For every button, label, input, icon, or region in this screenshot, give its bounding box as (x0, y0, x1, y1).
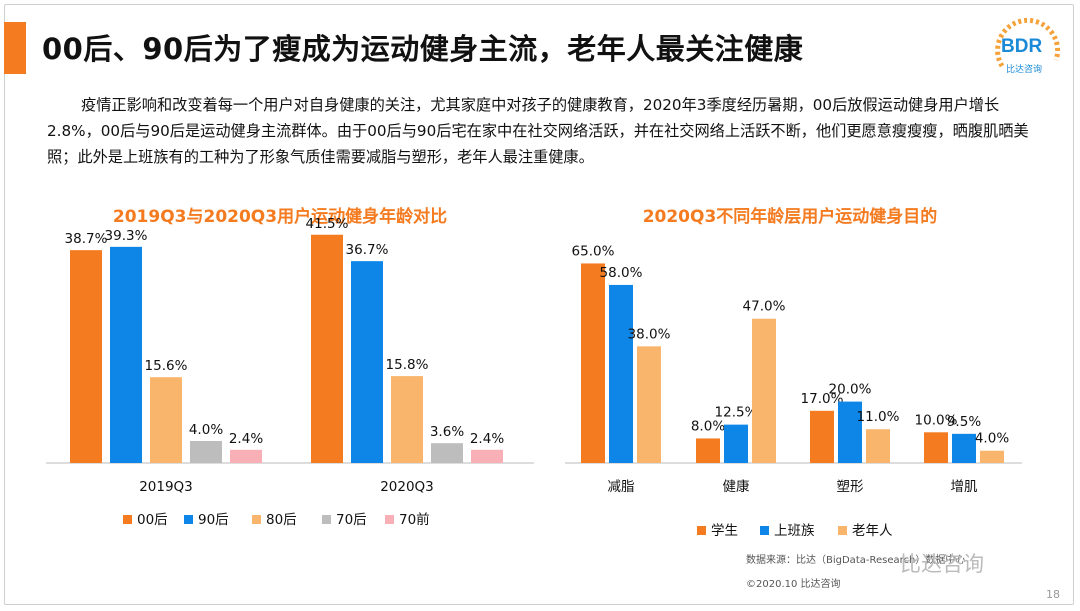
chart1-legend-swatch-70后 (322, 515, 331, 524)
chart1-label-00后-2019Q3: 38.7% (65, 231, 108, 247)
chart1-label-70后-2020Q3: 3.6% (430, 424, 464, 440)
chart2-bar-上班族-健康 (724, 424, 748, 463)
chart2-label-老年人-健康: 47.0% (743, 299, 786, 315)
chart2-label-上班族-减脂: 58.0% (600, 265, 643, 281)
chart1-legend-70前: 70前 (399, 511, 430, 528)
chart1-label-70后-2019Q3: 4.0% (189, 422, 223, 438)
chart1-label-90后-2020Q3: 36.7% (346, 242, 389, 258)
slide-frame (4, 4, 1074, 605)
chart2-legend-上班族: 上班族 (774, 523, 815, 539)
logo-text: BDR (1001, 36, 1043, 57)
chart2-label-老年人-塑形: 11.0% (857, 409, 900, 425)
chart2-bar-老年人-增肌 (980, 450, 1004, 463)
chart1-bar-80后-2020Q3 (391, 376, 423, 463)
chart1-legend-70后: 70后 (336, 512, 367, 528)
chart1-label-90后-2019Q3: 39.3% (105, 228, 148, 244)
chart1-bar-00后-2019Q3 (70, 250, 102, 463)
chart1-bar-70后-2020Q3 (431, 443, 463, 463)
chart1-bar-00后-2020Q3 (311, 234, 343, 463)
chart2-category-减脂: 减脂 (608, 479, 635, 495)
chart2-label-老年人-增肌: 4.0% (975, 431, 1009, 447)
chart2-bar-学生-健康 (696, 438, 720, 463)
chart2-bar-上班族-减脂 (609, 284, 633, 463)
chart2-label-学生-增肌: 10.0% (915, 412, 958, 428)
watermark: 比达咨询 (900, 552, 984, 576)
chart1-label-70前-2020Q3: 2.4% (470, 431, 504, 447)
chart2-label-学生-塑形: 17.0% (801, 391, 844, 407)
chart1-legend-swatch-80后 (252, 515, 261, 524)
chart2-label-上班族-健康: 12.5% (715, 405, 758, 421)
chart2-bar-上班族-增肌 (952, 433, 976, 463)
chart2-category-塑形: 塑形 (837, 479, 865, 495)
page-number: 18 (1046, 588, 1060, 601)
chart1-category-2019Q3: 2019Q3 (139, 479, 193, 495)
chart2-legend-swatch-上班族 (760, 526, 769, 535)
page-title: 00后、90后为了瘦成为运动健身主流，老年人最关注健康 (42, 32, 804, 66)
chart2-bar-学生-增肌 (924, 432, 948, 463)
chart1-legend-90后: 90后 (198, 512, 229, 528)
chart1-label-80后-2019Q3: 15.6% (145, 358, 188, 374)
chart1-legend-80后: 80后 (266, 512, 297, 528)
chart2-legend-学生: 学生 (711, 523, 738, 539)
chart2-category-健康: 健康 (723, 478, 751, 495)
chart2-bar-老年人-健康 (752, 318, 776, 463)
logo-subtitle: 比达咨询 (1006, 65, 1043, 75)
chart2-bar-老年人-塑形 (866, 429, 890, 463)
chart1-label-80后-2020Q3: 15.8% (386, 357, 429, 373)
chart1-label-70前-2019Q3: 2.4% (229, 431, 263, 447)
intro-paragraph: 疫情正影响和改变着每一个用户对自身健康的关注，尤其家庭中对孩子的健康教育，202… (47, 96, 1029, 166)
chart1-label-00后-2020Q3: 41.5% (306, 216, 349, 232)
chart1-bar-70前-2020Q3 (471, 449, 503, 463)
chart2-label-老年人-减脂: 38.0% (628, 326, 671, 342)
chart2-bar-老年人-减脂 (637, 346, 661, 463)
chart2-legend-老年人: 老年人 (852, 523, 893, 539)
data-source: 数据来源：比达（BigData-Research）数据中心 (746, 555, 966, 566)
bdr-logo-icon (995, 17, 1061, 68)
chart2-category-增肌: 增肌 (951, 479, 979, 495)
chart1-legend-swatch-90后 (184, 515, 193, 524)
chart2-bar-学生-塑形 (810, 410, 834, 463)
chart2-title: 2020Q3不同年龄层用户运动健身目的 (643, 206, 938, 227)
chart2-label-学生-健康: 8.0% (691, 418, 725, 434)
chart2-bar-上班族-塑形 (838, 401, 862, 463)
chart1-bar-90后-2020Q3 (351, 261, 383, 463)
chart2-label-上班族-增肌: 9.5% (947, 414, 981, 430)
title-accent-bar (4, 22, 26, 74)
chart2-label-学生-减脂: 65.0% (572, 243, 615, 259)
chart2-bar-学生-减脂 (581, 263, 605, 463)
copyright: ©2020.10 比达咨询 (746, 579, 841, 590)
chart2-label-上班族-塑形: 20.0% (829, 382, 872, 398)
chart1-legend-swatch-70前 (385, 515, 394, 524)
chart1-title: 2019Q3与2020Q3用户运动健身年龄对比 (113, 206, 447, 227)
chart2-legend-swatch-学生 (697, 526, 706, 535)
chart1-bar-70前-2019Q3 (230, 449, 262, 463)
chart1-bar-70后-2019Q3 (190, 441, 222, 463)
chart2-legend-swatch-老年人 (838, 526, 847, 535)
chart1-bar-80后-2019Q3 (150, 377, 182, 463)
chart1-bar-90后-2019Q3 (110, 246, 142, 463)
chart1-category-2020Q3: 2020Q3 (380, 479, 434, 495)
chart1-legend-00后: 00后 (137, 512, 168, 528)
chart1-legend-swatch-00后 (123, 515, 132, 524)
